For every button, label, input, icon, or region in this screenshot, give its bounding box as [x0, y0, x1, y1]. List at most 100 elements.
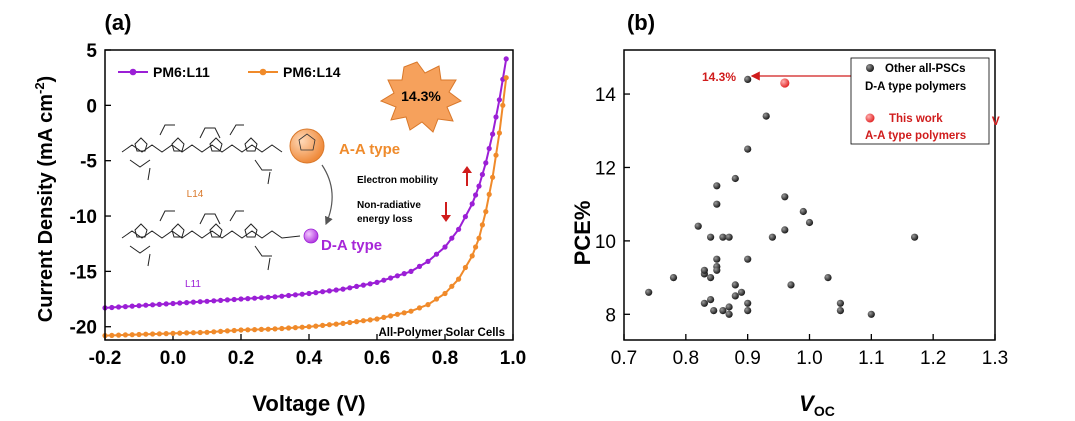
x-tick-label: 1.1 — [858, 348, 884, 369]
data-point — [476, 183, 482, 189]
x-tick-label: 0.6 — [364, 348, 390, 369]
data-point — [486, 191, 492, 197]
data-point — [170, 330, 176, 336]
data-point — [500, 102, 506, 108]
data-point — [177, 300, 183, 306]
panel-b-label: (b) — [627, 10, 655, 35]
scatter-point — [694, 222, 702, 230]
data-point — [347, 285, 353, 291]
data-point — [374, 279, 380, 285]
data-point — [299, 324, 305, 330]
x-tick-label: 0.8 — [432, 348, 458, 369]
data-point — [416, 305, 423, 311]
data-point — [354, 319, 360, 325]
data-point — [313, 323, 319, 329]
scatter-point — [744, 307, 752, 315]
scatter-point — [645, 288, 653, 296]
data-point — [394, 273, 400, 279]
data-point — [503, 56, 509, 62]
data-point — [129, 332, 135, 338]
scatter-point — [725, 310, 733, 318]
data-point — [333, 287, 339, 293]
panel-a-frame — [104, 49, 514, 341]
data-point — [367, 317, 373, 323]
data-point — [493, 152, 499, 158]
data-point — [306, 324, 312, 330]
x-tick-label: 0.7 — [611, 348, 637, 369]
x-tick-label: 1.0 — [500, 348, 526, 369]
data-point — [238, 296, 244, 302]
polymer-structure-l14 — [121, 124, 283, 185]
scatter-point — [799, 207, 807, 216]
scatter-point — [719, 233, 727, 241]
data-point — [156, 301, 162, 307]
scatter-point — [768, 233, 777, 241]
data-point — [177, 330, 183, 336]
mobility-up-arrow — [462, 166, 472, 186]
panel-b-xlabel: VOC — [799, 391, 835, 419]
data-point — [483, 160, 489, 166]
data-point — [320, 322, 326, 328]
data-point — [218, 328, 224, 334]
scatter-point — [725, 233, 733, 241]
data-point — [416, 263, 423, 269]
data-point — [473, 244, 479, 250]
data-point — [231, 296, 237, 303]
data-point — [150, 302, 156, 308]
legend-entry1-line1: Other all-PSCs — [885, 63, 966, 75]
panel-b: (b) PCE% VOC 0.7 0.8 0.9 1.0 1.1 1.2 1.3 8 10 12 1… — [570, 10, 1008, 419]
data-point — [394, 311, 400, 317]
panel-a-xlabel: Voltage (V) — [252, 391, 365, 416]
legend-entry2-line2: A-A type polymers — [865, 130, 966, 142]
data-point — [109, 332, 115, 338]
y-tick-label: 10 — [595, 232, 616, 253]
data-point — [449, 283, 455, 289]
y-tick-label: 0 — [86, 96, 97, 117]
legend-entry2-line1: This work — [889, 113, 943, 125]
data-point — [156, 331, 162, 337]
data-point — [408, 308, 414, 314]
data-point — [286, 325, 292, 331]
data-point — [116, 304, 122, 310]
y-tick-label: -5 — [80, 152, 97, 173]
scatter-point — [725, 303, 733, 311]
data-point — [490, 131, 496, 137]
data-point — [224, 297, 230, 303]
scatter-point — [719, 307, 727, 315]
comparison-arrow — [321, 164, 333, 226]
data-point — [292, 292, 298, 298]
scatter-point — [700, 266, 709, 274]
scatter-point — [713, 182, 721, 190]
y-tick-label: 14 — [595, 85, 617, 106]
data-point — [381, 314, 387, 320]
data-point — [360, 318, 366, 324]
scatter-point — [707, 233, 715, 241]
panel-b-ylabel: PCE% — [570, 201, 595, 266]
data-point — [265, 326, 271, 332]
x-tick-label: 0.9 — [734, 348, 760, 369]
data-point — [129, 303, 135, 309]
x-tick-label: 0.0 — [160, 348, 186, 369]
panel-b-series — [645, 75, 919, 318]
scatter-point — [762, 112, 770, 120]
scatter-point — [781, 193, 789, 201]
data-point — [265, 294, 271, 300]
legend-red-marker — [865, 113, 875, 123]
data-point — [258, 326, 264, 332]
data-point — [238, 327, 244, 333]
data-point — [136, 303, 142, 309]
data-point — [388, 313, 394, 319]
panel-a-legend: PM6:L11 PM6:L14 — [118, 64, 341, 80]
data-point — [190, 299, 196, 305]
data-point — [433, 251, 440, 257]
x-tick-label: -0.2 — [89, 348, 122, 369]
nonradiative-label-line2: energy loss — [357, 214, 413, 225]
data-point — [231, 327, 237, 334]
y-tick-label: 12 — [595, 158, 616, 179]
data-point — [367, 281, 373, 287]
scatter-point — [700, 299, 709, 307]
data-point — [374, 316, 380, 322]
data-point — [469, 201, 475, 207]
series-this-work — [780, 78, 790, 88]
